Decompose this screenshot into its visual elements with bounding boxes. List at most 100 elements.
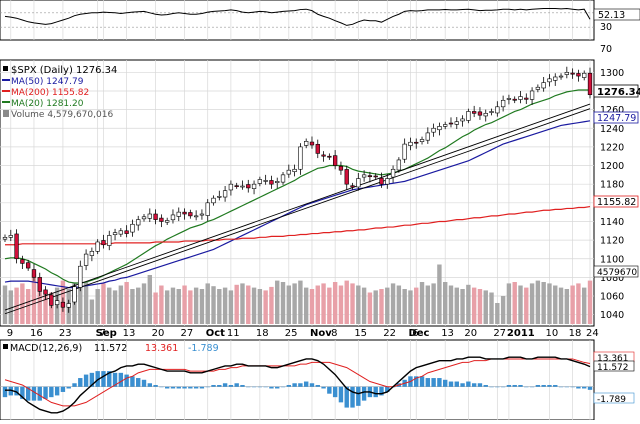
candle-body — [130, 223, 135, 233]
candle-body — [211, 197, 216, 204]
macd-title: MACD(12,26,9) — [10, 343, 82, 354]
macd-histogram-bar — [379, 386, 384, 396]
volume-bar — [495, 303, 500, 324]
volume-bar — [518, 285, 523, 324]
macd-histogram-bar — [553, 385, 558, 387]
volume-bar — [344, 280, 349, 324]
volume-bar — [570, 285, 575, 324]
candle-body — [587, 72, 593, 95]
ma200-legend: MA(200) 1155.82 — [11, 88, 89, 98]
candle-body — [159, 217, 164, 222]
ma20-legend: MA(20) 1281.20 — [11, 99, 84, 109]
volume-bar — [141, 283, 147, 324]
volume-bar — [49, 292, 54, 324]
macd-histogram-bar — [541, 385, 546, 387]
volume-bar — [442, 282, 448, 324]
x-tick-label: 2011 — [507, 328, 535, 339]
macd-histogram-bar — [350, 386, 355, 408]
candle-body — [431, 127, 436, 133]
candle-body — [8, 235, 13, 238]
volume-bar — [147, 275, 153, 324]
macd-histogram-bar — [292, 383, 297, 387]
candle-body — [402, 143, 407, 160]
candle-body — [37, 277, 42, 292]
candle-body — [176, 211, 181, 217]
volume-bar — [576, 283, 581, 324]
macd-histogram-bar — [8, 386, 13, 396]
volume-bar — [153, 292, 158, 324]
volume-bar — [31, 273, 37, 324]
volume-bar — [547, 283, 552, 324]
volume-bar — [263, 290, 268, 324]
candle-body — [170, 214, 176, 221]
x-tick-label: 24 — [586, 328, 599, 339]
candle-body — [60, 301, 66, 308]
macd-panel — [0, 339, 595, 421]
macd-histogram-bar — [78, 378, 83, 387]
volume-bar — [107, 287, 112, 324]
macd-histogram-bar — [361, 386, 367, 401]
macd-histogram-bar — [338, 386, 344, 403]
candle-body — [518, 96, 523, 100]
volume-tag — [593, 265, 639, 278]
macd-line — [5, 356, 591, 414]
candle-body — [14, 233, 19, 260]
volume-bar — [159, 285, 164, 324]
volume-bar — [130, 289, 135, 324]
volume-bar — [211, 286, 216, 324]
volume-bar — [466, 284, 471, 324]
volume-bar — [222, 287, 228, 324]
volume-bar — [228, 290, 234, 324]
candle-body — [147, 213, 152, 219]
volume-bar — [205, 283, 210, 324]
x-tick-label: Sep — [96, 328, 117, 339]
x-tick-label: 15 — [354, 328, 367, 339]
price-tick-label: 1040 — [600, 310, 624, 321]
macd-histogram-bar — [460, 383, 465, 387]
macd-histogram-bar — [164, 386, 170, 389]
macd-histogram-bar — [72, 383, 77, 387]
macd-histogram-bar — [263, 386, 268, 388]
candle-body — [495, 106, 500, 114]
volume-bar — [419, 282, 425, 324]
macd-histogram-bar — [471, 383, 477, 387]
macd-histogram-bar — [431, 378, 436, 387]
macd-histogram-bar — [356, 386, 361, 406]
candle-body — [66, 303, 71, 308]
volume-bar — [303, 287, 309, 324]
ma200-tag — [593, 195, 639, 208]
macd-histogram-bar — [576, 386, 581, 389]
volume-bar — [425, 285, 431, 324]
last-price-label: 1276.34 — [597, 87, 640, 98]
volume-bar — [541, 282, 546, 324]
macd-histogram-bar — [564, 386, 570, 388]
x-tick-label: 8 — [331, 328, 337, 339]
ma200-value-label: 1155.82 — [597, 197, 636, 208]
volume-bar — [164, 290, 170, 324]
candle-body — [234, 185, 239, 187]
macd-icon — [3, 344, 8, 349]
macd-histogram-bar — [419, 376, 425, 387]
macd-histogram-bar — [234, 383, 239, 387]
price-tick-label: 1100 — [600, 254, 624, 265]
volume-bar — [118, 285, 124, 324]
price-tick-label: 1080 — [600, 273, 624, 284]
ma50-legend: MA(50) 1247.79 — [11, 77, 84, 87]
macd-histogram-bar — [332, 386, 338, 398]
volume-bar — [95, 289, 100, 324]
macd-histogram-bar — [495, 386, 500, 388]
volume-bar — [292, 283, 297, 324]
macd-histogram-bar — [228, 385, 234, 387]
macd-histogram-bar — [524, 386, 529, 388]
x-tick-label: 10 — [545, 328, 558, 339]
candle-body — [2, 237, 8, 240]
trendlines — [4, 103, 591, 315]
candle-body — [309, 141, 315, 146]
macd-histogram-bar — [558, 386, 564, 388]
macd-histogram-bar — [222, 383, 228, 387]
volume-bar — [2, 285, 8, 324]
candle-body — [558, 75, 564, 78]
price-candles — [2, 66, 593, 313]
macd-hist-value: -1.789 — [188, 343, 219, 354]
candle-body — [582, 72, 587, 78]
